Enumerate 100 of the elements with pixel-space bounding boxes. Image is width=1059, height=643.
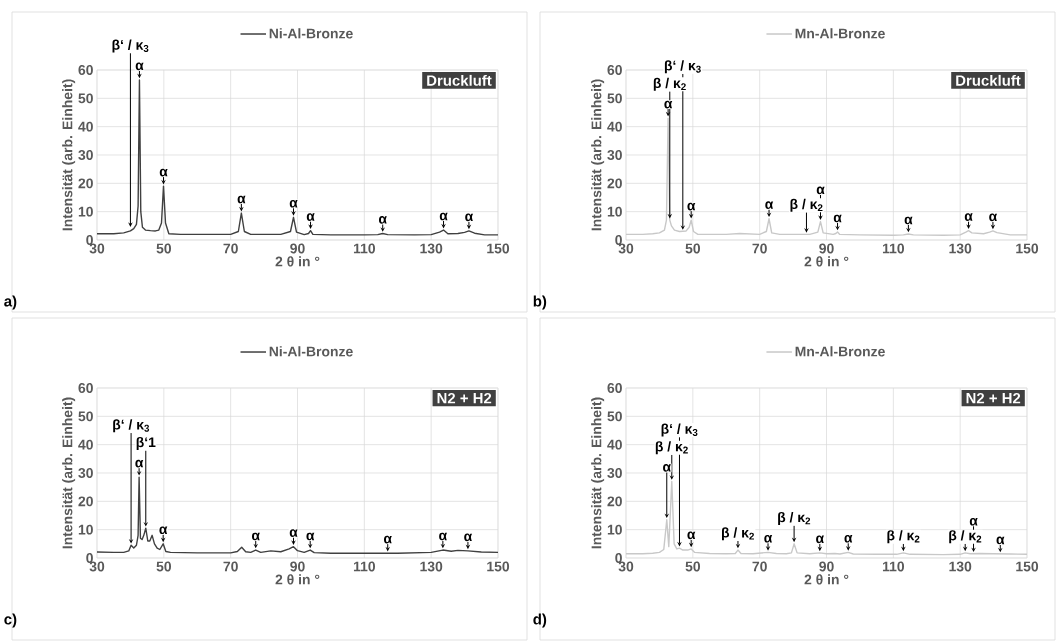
annotation: β‘1 <box>136 436 156 450</box>
x-tick-label: 90 <box>290 243 305 254</box>
annotation: α <box>439 212 448 221</box>
annotation: α <box>816 535 824 544</box>
y-tick-label: 0 <box>86 235 93 245</box>
annotation: α <box>159 526 168 535</box>
legend-label: Mn-Al-Bronze <box>795 28 885 39</box>
annotation: β / κ$_{2}$ <box>655 441 688 455</box>
annotation: β / κ$_{2}$ <box>790 198 823 212</box>
x-tick-label: 70 <box>752 243 767 254</box>
annotation: α <box>306 532 315 541</box>
annotation: α <box>159 168 168 177</box>
y-tick-label: 50 <box>78 411 93 422</box>
x-tick-label: 70 <box>223 561 238 572</box>
annotation: α <box>964 213 973 221</box>
text: d) <box>533 613 547 628</box>
annotation: α <box>904 216 913 225</box>
annotation: β / κ$_{2}$ <box>778 512 811 525</box>
annotation: β / κ$_{2}$ <box>722 527 754 541</box>
x-tick-label: 150 <box>1016 243 1039 254</box>
y-axis-title: Intensität (arb. Einheit) <box>62 79 76 231</box>
annotation: β / κ$_{2}$ <box>949 530 982 544</box>
x-tick-label: 70 <box>752 561 767 572</box>
y-tick-label: 40 <box>607 439 622 450</box>
x-tick-label: 90 <box>819 243 834 254</box>
x-tick-label: 150 <box>1016 561 1039 572</box>
x-tick-label: 50 <box>156 561 172 572</box>
text: c) <box>4 613 17 628</box>
annotation: α <box>465 213 474 222</box>
y-tick-label: 60 <box>78 383 93 393</box>
annotation: α <box>439 532 448 541</box>
annotation: β‘ / κ$_{3}$ <box>113 419 150 433</box>
y-tick-label: 40 <box>78 121 93 132</box>
annotation: α <box>663 464 671 472</box>
x-tick-label: 130 <box>949 561 972 572</box>
legend-label: Mn-Al-Bronze <box>795 346 885 357</box>
y-tick-label: 60 <box>607 65 622 75</box>
x-tick-label: 110 <box>353 243 376 254</box>
annotation: α <box>289 199 298 208</box>
y-tick-label: 20 <box>607 178 622 189</box>
y-tick-label: 0 <box>86 553 93 563</box>
x-tick-label: 130 <box>949 243 972 254</box>
x-axis-title: 2 θ in ° <box>804 574 849 585</box>
annotation: α <box>135 62 144 71</box>
annotation: α <box>289 529 298 537</box>
y-tick-label: 30 <box>607 468 622 478</box>
y-tick-label: 30 <box>607 150 622 160</box>
x-tick-label: 150 <box>487 561 510 572</box>
text: a) <box>4 295 17 310</box>
y-tick-label: 40 <box>78 439 93 450</box>
annotation: α <box>237 195 246 204</box>
legend-label: Ni-Al-Bronze <box>269 28 353 39</box>
x-tick-label: 50 <box>156 243 172 254</box>
y-axis-title: Intensität (arb. Einheit) <box>591 79 605 231</box>
x-tick-label: 90 <box>819 561 834 572</box>
y-tick-label: 0 <box>615 235 622 245</box>
y-tick-label: 50 <box>78 93 93 104</box>
y-axis-title: Intensität (arb. Einheit) <box>591 397 605 549</box>
annotation: α <box>764 534 773 543</box>
y-tick-label: 10 <box>607 206 622 217</box>
y-tick-label: 50 <box>607 411 622 422</box>
x-axis-title: 2 θ in ° <box>275 574 320 585</box>
annotation: α <box>664 100 673 109</box>
annotation: N2 + H2 <box>966 392 1021 404</box>
annotation: α <box>687 202 696 211</box>
x-tick-label: 110 <box>353 561 376 572</box>
annotation: α <box>816 186 825 195</box>
annotation: α <box>135 459 144 468</box>
annotation: N2 + H2 <box>437 392 492 404</box>
annotation: β‘ / κ$_{3}$ <box>661 423 698 437</box>
y-tick-label: 0 <box>615 553 622 563</box>
y-tick-label: 60 <box>607 383 622 393</box>
x-tick-label: 130 <box>420 561 443 572</box>
x-tick-label: 70 <box>223 243 238 254</box>
y-tick-label: 10 <box>78 206 93 217</box>
y-tick-label: 60 <box>78 65 93 75</box>
annotation: α <box>844 534 853 543</box>
annotation: α <box>687 531 696 540</box>
annotation: β‘ / κ$_{3}$ <box>112 39 149 53</box>
y-axis-title: Intensität (arb. Einheit) <box>62 397 76 549</box>
y-tick-label: 50 <box>607 93 622 104</box>
annotation: α <box>378 216 387 224</box>
y-tick-label: 30 <box>78 150 93 160</box>
text: b) <box>533 295 547 310</box>
x-tick-label: 110 <box>882 243 905 254</box>
x-tick-label: 50 <box>685 243 701 254</box>
annotation: β / κ$_{2}$ <box>887 530 920 544</box>
annotation: α <box>306 213 315 221</box>
annotation: α <box>989 213 998 222</box>
y-tick-label: 30 <box>78 468 93 478</box>
y-tick-label: 40 <box>607 121 622 132</box>
annotation: Druckluft <box>956 74 1021 86</box>
x-tick-label: 150 <box>487 243 510 254</box>
x-tick-label: 110 <box>882 561 905 572</box>
y-tick-label: 10 <box>78 524 93 535</box>
legend-label: Ni-Al-Bronze <box>269 346 353 357</box>
annotation: α <box>996 536 1005 545</box>
x-tick-label: 90 <box>290 561 305 572</box>
annotation: β / κ$_{2}$ <box>653 77 686 91</box>
y-tick-label: 10 <box>607 524 622 535</box>
